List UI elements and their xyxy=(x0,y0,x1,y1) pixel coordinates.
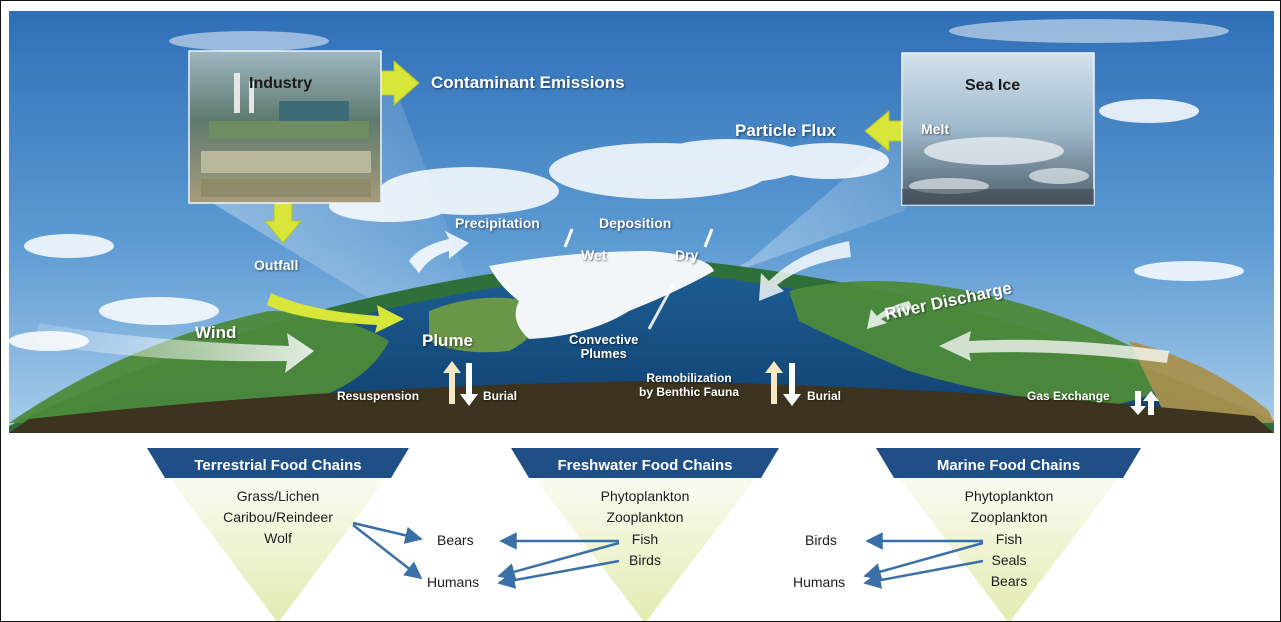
food-links xyxy=(352,521,984,589)
arctic-scene: Industry Contaminant Emissions Sea Ice M… xyxy=(9,11,1274,433)
humans-center-label: Humans xyxy=(427,574,480,590)
burial-left-label: Burial xyxy=(483,389,518,403)
humans-right-label: Humans xyxy=(793,574,846,590)
remobilization-label: Remobilization by Benthic Fauna xyxy=(639,371,740,399)
contaminant-emissions-label: Contaminant Emissions xyxy=(431,73,625,92)
dry-label: Dry xyxy=(675,247,699,263)
marine-item: Seals xyxy=(991,552,1027,568)
plume-label: Plume xyxy=(422,331,474,350)
freshwater-item: Phytoplankton xyxy=(600,488,690,504)
terrestrial-header xyxy=(147,448,409,478)
marine-item: Fish xyxy=(995,531,1023,547)
burial-right-label: Burial xyxy=(807,389,842,403)
convective-plumes-label: Convective Plumes xyxy=(569,332,639,361)
marine-item: Zooplankton xyxy=(970,509,1048,525)
scene-graphic xyxy=(9,11,1274,433)
precipitation-label: Precipitation xyxy=(455,215,540,231)
bears-label: Bears xyxy=(437,532,474,548)
marine-item: Phytoplankton xyxy=(964,488,1054,504)
marine-item: Bears xyxy=(990,573,1028,589)
freshwater-triangle xyxy=(511,448,779,621)
wind-label: Wind xyxy=(195,323,237,342)
sea-ice-label: Sea Ice xyxy=(965,77,1021,94)
outfall-label: Outfall xyxy=(254,257,299,273)
terrestrial-triangle xyxy=(147,448,409,621)
marine-title: Marine Food Chains xyxy=(936,457,1081,474)
terrestrial-title: Terrestrial Food Chains xyxy=(194,457,362,474)
terrestrial-item: Caribou/Reindeer xyxy=(223,509,333,525)
gas-exchange-label: Gas Exchange xyxy=(1027,389,1110,403)
industry-photo xyxy=(188,50,382,204)
sea-ice-photo xyxy=(901,52,1095,206)
deposition-label: Deposition xyxy=(599,215,672,231)
industry-label: Industry xyxy=(249,75,313,92)
freshwater-title: Freshwater Food Chains xyxy=(557,457,733,474)
marine-triangle xyxy=(876,448,1141,621)
terrestrial-item: Grass/Lichen xyxy=(236,488,320,504)
food-chain-graphic xyxy=(147,448,1141,621)
freshwater-item: Zooplankton xyxy=(606,509,684,525)
marine-header xyxy=(876,448,1141,478)
terrestrial-item: Wolf xyxy=(264,530,292,546)
freshwater-header xyxy=(511,448,779,478)
wet-label: Wet xyxy=(581,247,607,263)
birds-right-label: Birds xyxy=(805,532,837,548)
seabed-arrows xyxy=(443,361,1159,415)
freshwater-item: Birds xyxy=(629,552,661,568)
resuspension-label: Resuspension xyxy=(337,389,420,403)
particle-flux-label: Particle Flux xyxy=(735,121,837,140)
freshwater-item: Fish xyxy=(631,531,659,547)
melt-label: Melt xyxy=(921,121,949,137)
